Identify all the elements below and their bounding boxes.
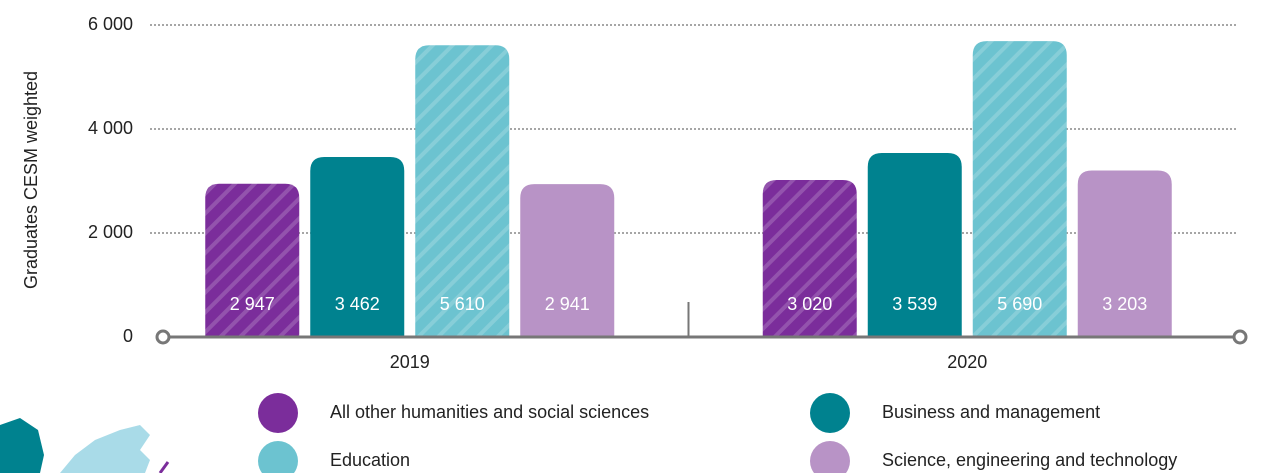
bar [205,183,300,337]
value-label: 3 462 [335,294,380,314]
bar [867,152,962,337]
value-label: 3 539 [892,294,937,314]
legend-swatch [258,393,298,433]
legend-swatch [258,441,298,473]
bar [972,41,1067,338]
value-label: 5 610 [440,294,485,314]
legend-label: Education [330,450,410,470]
value-label: 2 941 [545,294,590,314]
legend-label: Science, engineering and technology [882,450,1177,470]
y-tick-label: 0 [123,326,133,346]
y-tick-label: 4 000 [88,118,133,138]
legend-swatch [810,441,850,473]
axis-end [1232,329,1248,345]
bar [310,156,405,337]
axis-end [155,329,171,345]
value-label: 2 947 [230,294,275,314]
x-tick-label: 2020 [947,352,987,372]
bar [762,179,857,337]
y-tick-label: 6 000 [88,14,133,34]
legend-label: Business and management [882,402,1100,422]
bar [415,45,510,337]
y-axis-label: Graduates CESM weighted [21,71,41,289]
bar [1077,170,1172,337]
bar [520,184,615,337]
value-label: 5 690 [997,294,1042,314]
y-tick-label: 2 000 [88,222,133,242]
legend-swatch [810,393,850,433]
x-tick-label: 2019 [390,352,430,372]
legend-label: All other humanities and social sciences [330,402,649,422]
value-label: 3 020 [787,294,832,314]
decoration [0,418,170,473]
value-label: 3 203 [1102,294,1147,314]
